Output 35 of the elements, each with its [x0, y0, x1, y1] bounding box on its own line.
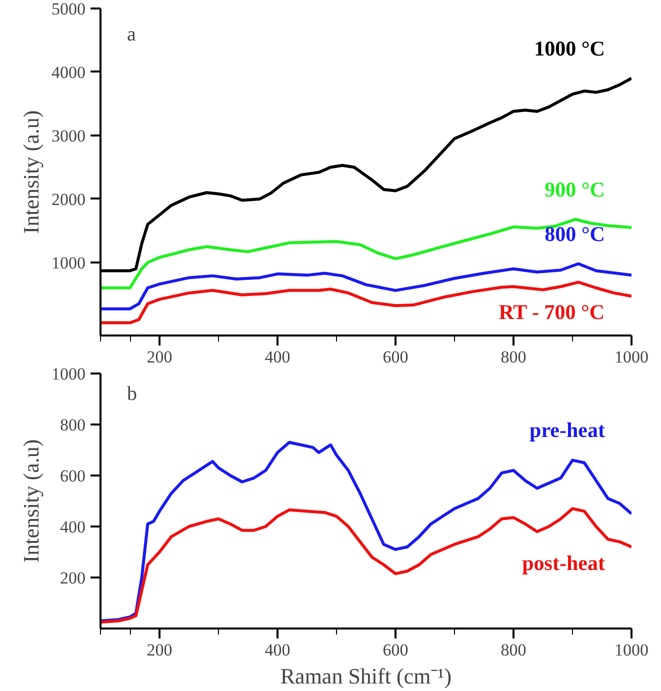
series-label: pre-heat [530, 418, 605, 442]
y-axis-title: Intensity (a.u) [18, 439, 44, 563]
annotation: a [127, 24, 136, 46]
line-series [100, 507, 632, 624]
y-tick-label: 400 [60, 518, 86, 536]
x-tick-label: 400 [264, 348, 290, 366]
y-tick-label: 4000 [52, 62, 86, 82]
x-tick-label: 600 [382, 348, 408, 366]
annotation: b [127, 382, 138, 405]
x-tick-label: 800 [500, 640, 526, 660]
y-axis-title: Intensity (a.u) [18, 110, 44, 234]
x-tick-label: 1000 [614, 640, 648, 660]
line-series [100, 440, 632, 622]
series-label: 1000 °C [534, 36, 605, 60]
x-axis-title: Raman Shift (cm⁻¹) [280, 664, 452, 688]
series-label: post-heat [522, 550, 605, 575]
x-tick-label: 1000 [614, 348, 648, 366]
line-series [100, 280, 632, 324]
x-tick-label: 600 [382, 640, 408, 660]
y-tick-label: 1000 [52, 364, 86, 384]
x-tick-label: 800 [500, 348, 526, 366]
y-tick-label: 200 [60, 568, 86, 588]
y-tick-label: 600 [60, 466, 86, 486]
y-tick-label: 800 [60, 416, 86, 434]
x-tick-label: 200 [146, 640, 172, 660]
y-tick-label: 5000 [52, 0, 86, 18]
y-tick-label: 3000 [52, 126, 86, 146]
series-label: 800 °C [544, 222, 605, 246]
x-tick-label: 200 [146, 348, 172, 366]
series-label: 900 °C [544, 177, 605, 202]
series-label: RT - 700 °C [498, 300, 605, 324]
y-tick-label: 1000 [52, 253, 86, 272]
x-tick-label: 400 [264, 640, 290, 660]
y-tick-label: 2000 [52, 190, 86, 209]
line-series [100, 218, 632, 290]
